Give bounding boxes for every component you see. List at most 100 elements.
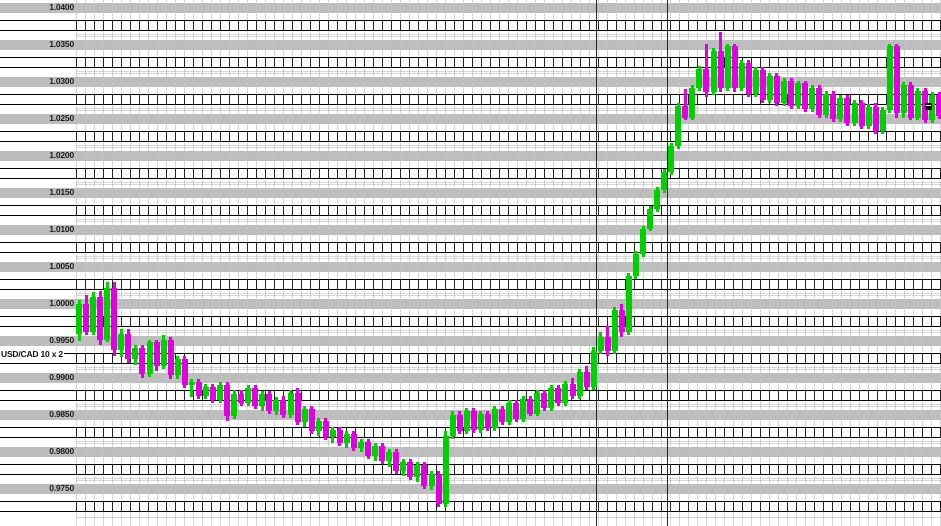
grid-band [76, 114, 941, 124]
grid-band [76, 447, 941, 457]
candlestick-body [816, 87, 823, 115]
grid-line-minor [76, 145, 941, 146]
candlestick-body [717, 50, 724, 88]
candlestick-body [548, 388, 555, 408]
candlestick-body [759, 70, 766, 100]
candlestick-body [611, 309, 618, 352]
candlestick-body [809, 87, 816, 109]
chart-plot-area[interactable] [76, 0, 941, 526]
candlestick-body [851, 102, 858, 124]
axis-rule [0, 205, 76, 206]
grid-row-major [76, 168, 941, 179]
axis-band [0, 410, 76, 420]
axis-rule [0, 501, 76, 502]
axis-rule [0, 242, 76, 243]
grid-row-major [76, 316, 941, 327]
candlestick-body [936, 95, 941, 117]
candlestick-body [181, 358, 188, 386]
session-separator-line [596, 0, 597, 526]
candlestick-body [343, 434, 350, 444]
grid-row-major [76, 279, 941, 290]
candlestick-body [837, 98, 844, 119]
candlestick-body [301, 409, 308, 423]
grid-band [76, 188, 941, 198]
candlestick-body [442, 435, 449, 504]
candlestick-body [696, 68, 703, 88]
candlestick-body [872, 107, 879, 131]
candlestick-body [463, 410, 470, 432]
grid-line-minor [76, 480, 941, 481]
candlestick-body [252, 388, 259, 407]
candlestick-body [858, 102, 865, 127]
axis-rule [0, 437, 76, 438]
grid-band [76, 262, 941, 272]
axis-tick-label: 1.0150 [49, 187, 74, 197]
candlestick-body [379, 446, 386, 461]
grid-line-minor [76, 108, 941, 109]
axis-band [0, 3, 76, 13]
candlestick-body [294, 392, 301, 423]
candlestick-body [795, 83, 802, 106]
candlestick-body [146, 342, 153, 374]
candlestick-body [174, 358, 181, 376]
candlestick-body [844, 98, 851, 124]
axis-rule [0, 57, 76, 58]
candlestick-body [738, 62, 745, 88]
axis-rule [0, 215, 76, 216]
candlestick-body [576, 372, 583, 396]
axis-rule [0, 30, 76, 31]
price-axis: 1.0400 1.0350 1.0300 1.0250 1.0200 1.0150 1.01… [0, 0, 76, 526]
grid-line-minor [76, 293, 941, 294]
candlestick-body [139, 348, 146, 374]
candlestick-body [315, 420, 322, 432]
axis-tick-label: 1.0050 [49, 261, 74, 271]
candlestick-body [506, 403, 513, 423]
grid-band [76, 373, 941, 383]
instrument-label: USD/CAD 10 x 2 [0, 349, 64, 359]
candlestick-body [83, 304, 90, 333]
axis-band [0, 484, 76, 494]
axis-tick-label: 1.0350 [49, 39, 74, 49]
axis-band [0, 40, 76, 50]
candlestick-body [703, 68, 710, 93]
candlestick-body [386, 452, 393, 461]
candlestick-body [245, 388, 252, 404]
candlestick-body [350, 434, 357, 448]
candlestick-body [470, 410, 477, 430]
grid-line-minor [76, 36, 941, 37]
grid-line-minor [76, 110, 941, 111]
candlestick-body [647, 209, 654, 229]
grid-line-minor [76, 330, 941, 331]
axis-rule [0, 168, 76, 169]
candlestick-body [209, 386, 216, 401]
candlestick-body [640, 228, 646, 254]
candlestick-body [125, 333, 132, 359]
candlestick-body [541, 392, 548, 408]
grid-line-minor [76, 295, 941, 296]
axis-rule [0, 390, 76, 391]
candlestick-body [689, 87, 696, 118]
candlestick-body [929, 95, 936, 121]
grid-row-major [76, 94, 941, 105]
grid-line-minor [76, 73, 941, 74]
axis-rule [0, 464, 76, 465]
candlestick-body [160, 339, 167, 367]
axis-tick-label: 0.9800 [49, 446, 74, 456]
candlestick-series [76, 0, 941, 526]
axis-tick-label: 1.0400 [49, 2, 74, 12]
candlestick-body [104, 287, 111, 340]
grid-row-major [76, 131, 941, 142]
candlestick-body [668, 145, 675, 173]
axis-rule [0, 363, 76, 364]
axis-rule [0, 427, 76, 428]
grid-line-minor [76, 147, 941, 148]
last-price-marker-inner [926, 104, 931, 106]
candlestick-body [914, 90, 921, 118]
candlestick-body [153, 342, 160, 367]
axis-tick-label: 1.0250 [49, 113, 74, 123]
candlestick-body [111, 287, 118, 350]
grid-band [76, 484, 941, 494]
candlestick-body [625, 275, 632, 333]
candlestick-body [802, 83, 809, 109]
